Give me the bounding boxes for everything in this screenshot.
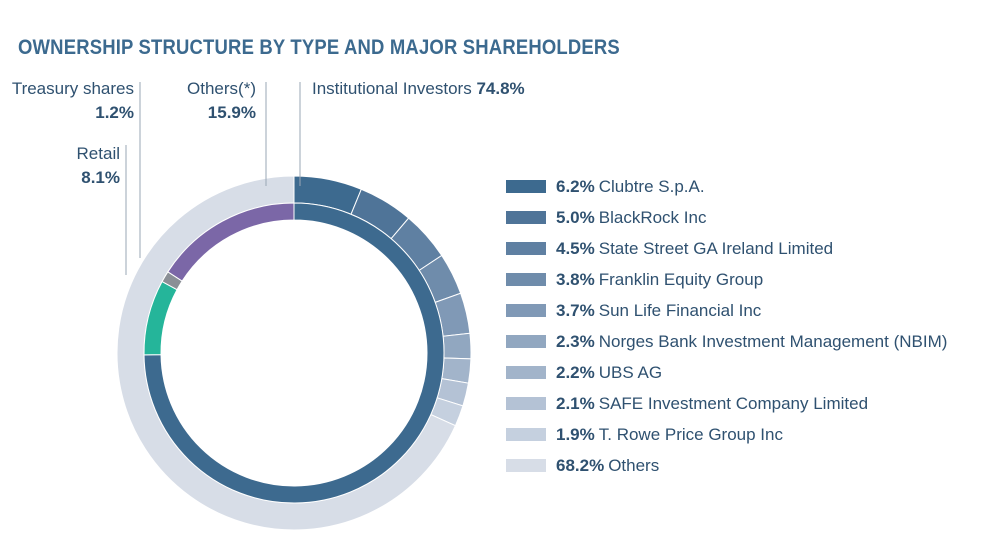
outer-ring: [116, 175, 472, 531]
legend-item: 3.8% Franklin Equity Group: [506, 264, 947, 295]
callout-value: 15.9%: [207, 103, 256, 122]
legend-value: 3.7%: [556, 300, 595, 320]
legend-swatch: [506, 211, 546, 224]
legend-item: 2.1% SAFE Investment Company Limited: [506, 388, 947, 419]
callout-label: Others(*): [187, 79, 256, 98]
legend-label: UBS AG: [598, 362, 663, 382]
legend-swatch: [506, 304, 546, 317]
legend-swatch: [506, 273, 546, 286]
legend: 6.2% Clubtre S.p.A. 5.0% BlackRock Inc 4.5…: [506, 171, 947, 481]
legend-item: 68.2% Others: [506, 450, 947, 481]
legend-label: Norges Bank Investment Management (NBIM): [598, 331, 948, 351]
legend-swatch: [506, 366, 546, 379]
legend-value: 4.5%: [556, 238, 595, 258]
callout-value: 74.8%: [476, 79, 525, 98]
legend-item: 2.3% Norges Bank Investment Management (N…: [506, 326, 947, 357]
legend-item: 2.2% UBS AG: [506, 357, 947, 388]
callout-institutional-investors: Institutional Investors 74.8%: [312, 77, 525, 101]
legend-value: 2.3%: [556, 331, 595, 351]
callout-others: Others(*) 15.9%: [160, 77, 256, 125]
callout-label: Treasury shares: [11, 79, 134, 98]
legend-value: 6.2%: [556, 176, 595, 196]
legend-label: SAFE Investment Company Limited: [598, 393, 869, 413]
legend-value: 2.2%: [556, 362, 595, 382]
callout-value: 8.1%: [81, 168, 120, 187]
outer-slice-norges-bank-investment-management-nbim: [442, 332, 472, 360]
legend-value: 3.8%: [556, 269, 595, 289]
callout-value: 1.2%: [95, 103, 134, 122]
legend-label: T. Rowe Price Group Inc: [598, 424, 783, 444]
legend-value: 1.9%: [556, 424, 595, 444]
inner-slice-institutional-investors: [143, 202, 445, 504]
legend-value: 5.0%: [556, 207, 595, 227]
legend-label: BlackRock Inc: [598, 207, 707, 227]
legend-label: Sun Life Financial Inc: [598, 300, 762, 320]
legend-label: Franklin Equity Group: [598, 269, 764, 289]
legend-item: 5.0% BlackRock Inc: [506, 202, 947, 233]
legend-swatch: [506, 428, 546, 441]
callout-leaders: [125, 82, 301, 275]
legend-item: 1.9% T. Rowe Price Group Inc: [506, 419, 947, 450]
inner-slice-others: [167, 202, 295, 282]
legend-swatch: [506, 335, 546, 348]
chart-title: OWNERSHIP STRUCTURE BY TYPE AND MAJOR SH…: [18, 36, 620, 59]
legend-label: Clubtre S.p.A.: [598, 176, 705, 196]
legend-label: Others: [608, 455, 660, 475]
callout-label: Institutional Investors: [312, 79, 472, 98]
legend-item: 4.5% State Street GA Ireland Limited: [506, 233, 947, 264]
legend-swatch: [506, 242, 546, 255]
legend-value: 68.2%: [556, 455, 605, 475]
callout-retail: Retail 8.1%: [40, 142, 120, 190]
legend-value: 2.1%: [556, 393, 595, 413]
inner-ring: [143, 202, 445, 504]
legend-swatch: [506, 180, 546, 193]
legend-swatch: [506, 397, 546, 410]
legend-item: 6.2% Clubtre S.p.A.: [506, 171, 947, 202]
callout-label: Retail: [76, 144, 120, 163]
callout-treasury-shares: Treasury shares 1.2%: [4, 77, 134, 125]
legend-item: 3.7% Sun Life Financial Inc: [506, 295, 947, 326]
legend-label: State Street GA Ireland Limited: [598, 238, 834, 258]
legend-swatch: [506, 459, 546, 472]
